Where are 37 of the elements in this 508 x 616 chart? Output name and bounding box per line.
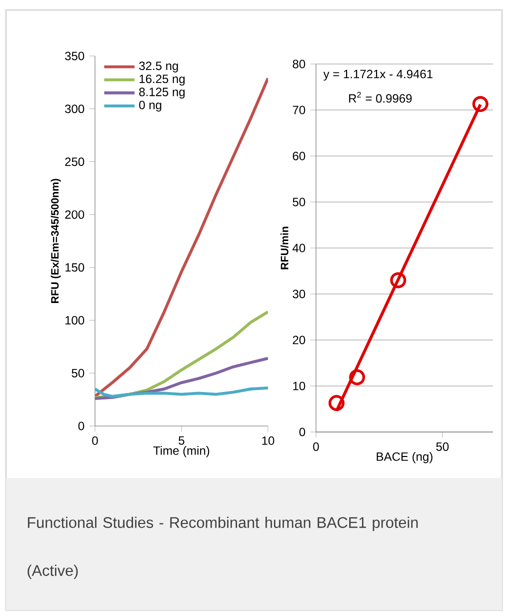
x-tick-label: 10 (262, 436, 274, 445)
y-tick-label: 100 (65, 316, 84, 325)
legend-label: 32.5 ng (139, 62, 178, 72)
y-tick-label: 150 (65, 263, 84, 272)
legend-label: 0 ng (139, 100, 162, 112)
y-tick-label: 50 (292, 198, 306, 206)
point (349, 369, 366, 386)
x-tick-label: 5 (178, 436, 184, 445)
y-tick-label: 50 (72, 368, 84, 378)
y-tick-label: 20 (292, 336, 306, 344)
y-tick-label: 60 (292, 152, 306, 160)
y-tick-label: 200 (65, 210, 84, 219)
legend-label: 8.125 ng (139, 88, 185, 99)
y-tick-label: 250 (65, 157, 84, 166)
line-series (95, 386, 268, 398)
y-axis-title: RFU (Ex/Em=345/500nm) (50, 178, 61, 303)
annotation: R$^{2}$ = 0.9969 (349, 92, 412, 103)
y-tick-label: 0 (78, 422, 84, 430)
y-tick-label: 40 (292, 244, 306, 252)
y-axis-title: RFU/min (280, 226, 288, 270)
y-tick-label: 0 (299, 428, 306, 436)
text: Functional Studies - Recombinant human BACE1 protein (Active) (28, 516, 418, 579)
legend-label: 16.25 ng (140, 74, 185, 86)
y-tick-label: 300 (65, 104, 84, 114)
x-axis-title: Time (min) (153, 446, 210, 458)
x-tick-label: 0 (92, 436, 98, 445)
line-series (95, 76, 268, 398)
point (390, 272, 406, 288)
annotation: y = 1.1721x - 4.9461 (323, 70, 432, 81)
point (472, 96, 488, 112)
y-tick-label: 30 (292, 290, 306, 298)
y-tick-label: 80 (292, 60, 306, 68)
y-tick-label: 10 (293, 382, 306, 390)
y-tick-label: 350 (65, 52, 84, 60)
x-axis-title: BACE (ng) (376, 452, 432, 464)
point (328, 395, 345, 412)
y-tick-label: 70 (292, 106, 306, 114)
